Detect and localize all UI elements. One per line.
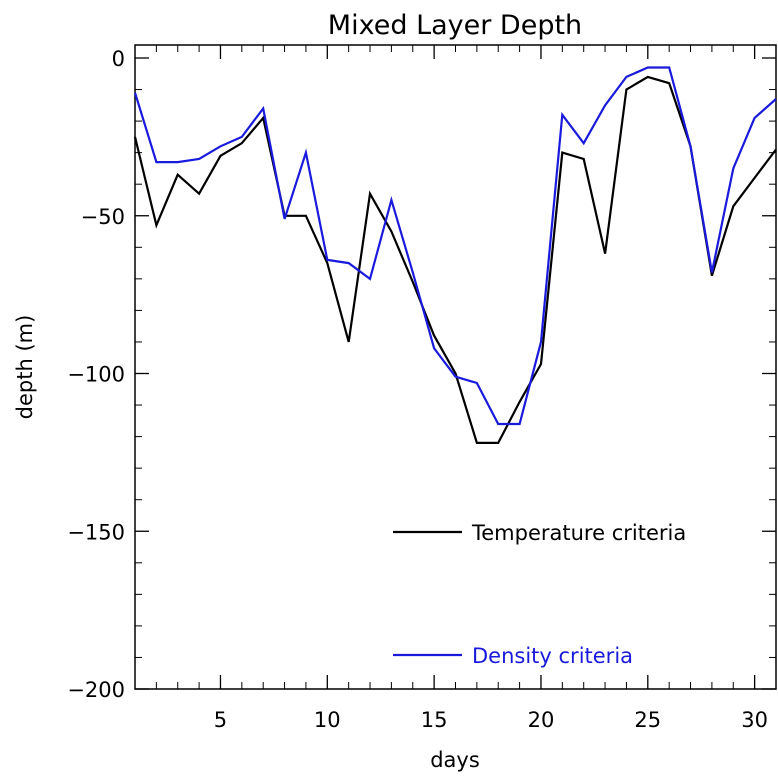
x-tick-label: 30 [741,708,768,732]
chart-title: Mixed Layer Depth [328,10,582,41]
legend: Temperature criteria Density criteria [393,521,686,668]
x-tick-label: 10 [314,708,341,732]
series-line-temperature [133,75,777,444]
y-tick-label: −200 [67,678,125,702]
x-tick-label: 15 [421,708,448,732]
series-line-density [133,66,777,426]
y-tick-label: 0 [112,47,125,71]
series-layer [133,66,777,444]
y-tick-label: −150 [67,520,125,544]
x-axis-label: days [430,748,480,772]
y-tick-label: −100 [67,363,125,387]
x-tick-label: 25 [634,708,661,732]
x-tick-label: 5 [214,708,227,732]
ticks-layer: 5 10 15 20 25 30 0 −50 −100 −150 −200 [67,45,777,732]
y-axis-label: depth (m) [13,315,37,420]
y-tick-label: −50 [81,205,125,229]
legend-label-density: Density criteria [472,644,633,668]
x-tick-label: 20 [528,708,555,732]
legend-label-temperature: Temperature criteria [471,521,686,545]
